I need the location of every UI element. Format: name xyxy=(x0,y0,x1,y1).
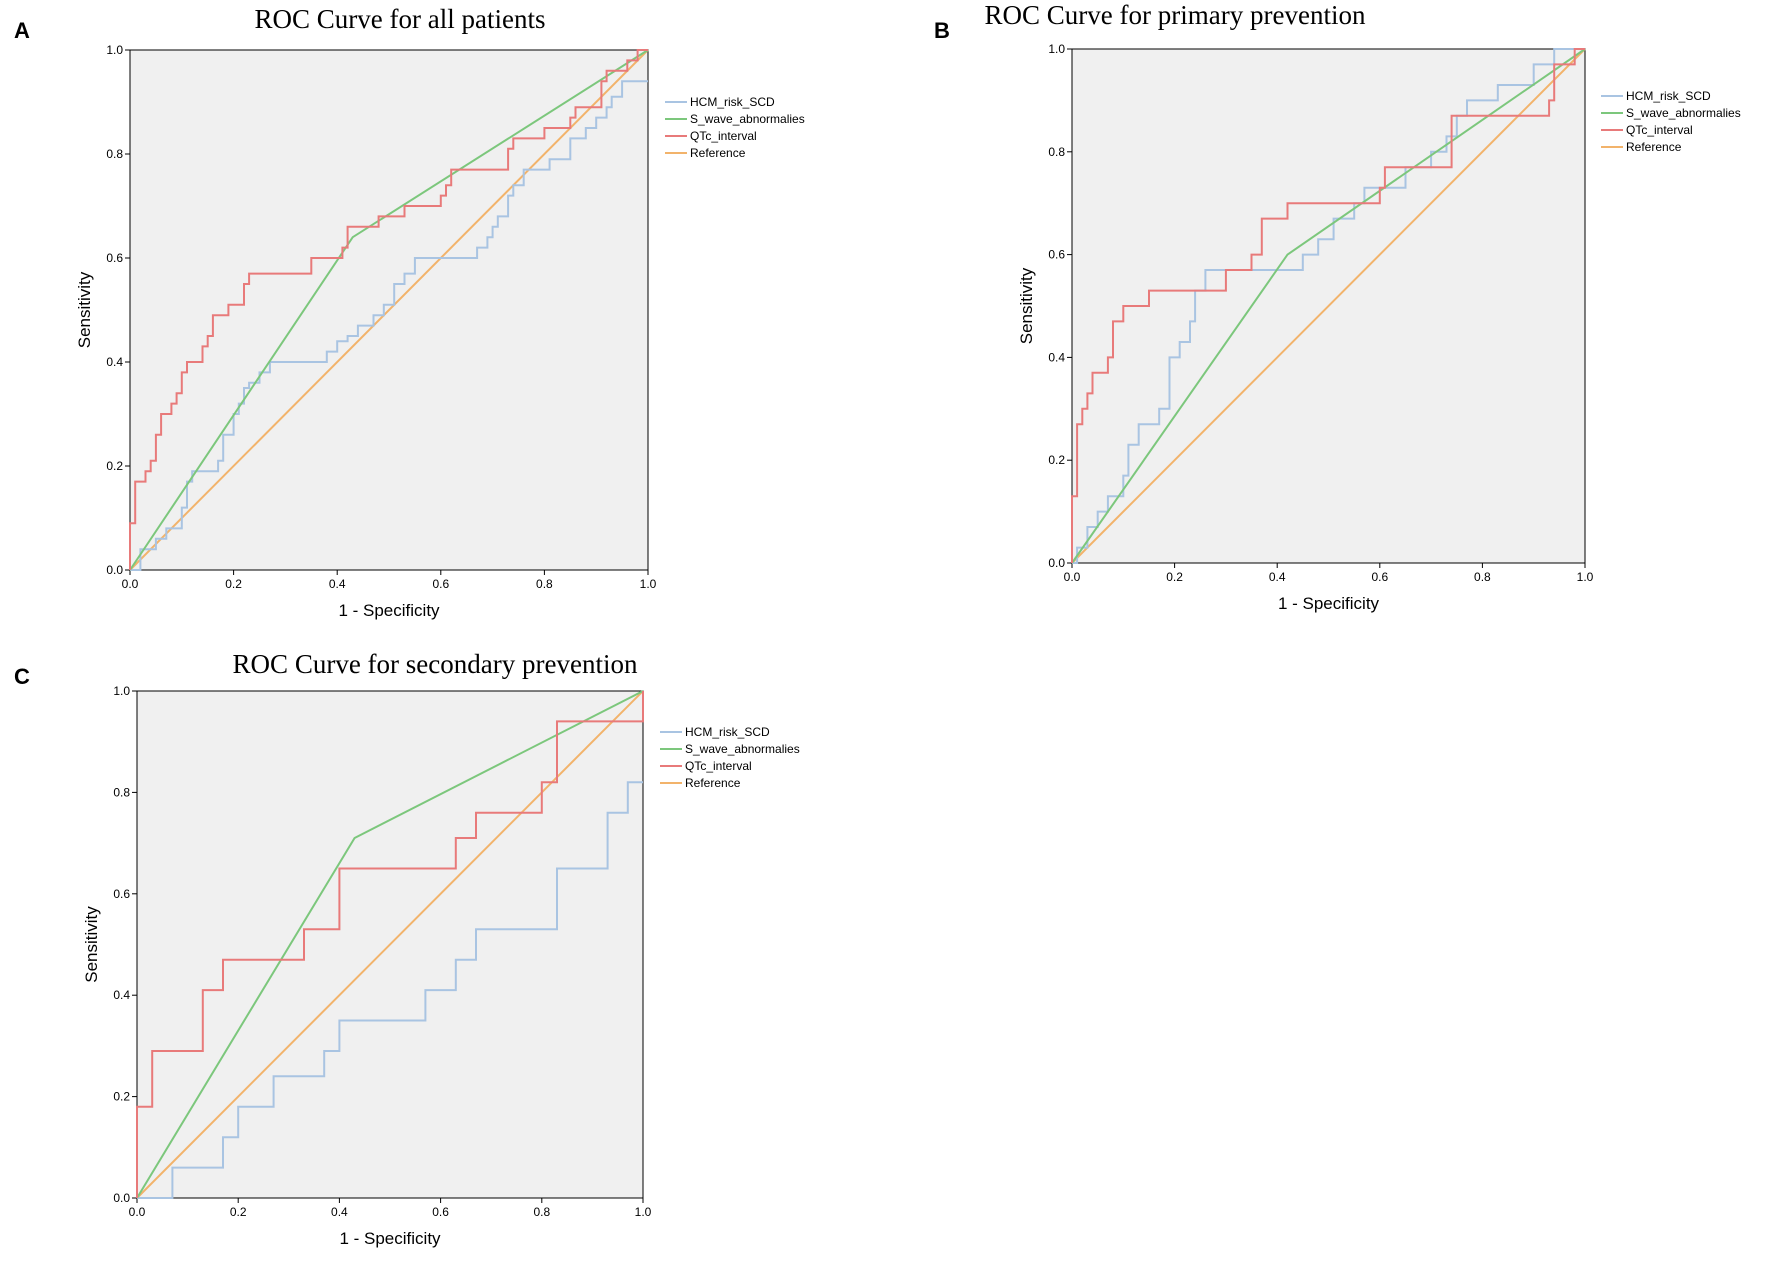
panel-a-title: ROC Curve for all patients xyxy=(255,4,546,34)
panel-b-title: ROC Curve for primary prevention xyxy=(985,0,1366,30)
panel-a-letter: A xyxy=(14,18,30,43)
panel-c-x-tick-label: 0.6 xyxy=(432,1205,449,1219)
panel-b-series-reference xyxy=(1071,48,1586,564)
panel-b-x-tick-label: 0.6 xyxy=(1371,570,1388,584)
panel-b-x-tick-label: 0.2 xyxy=(1166,570,1183,584)
panel-c-y-tick-label: 0.2 xyxy=(113,1090,130,1104)
panel-c-letter: C xyxy=(14,664,30,689)
panel-a-x-tick-label: 0.8 xyxy=(536,577,553,591)
panel-a-x-tick-label: 0.4 xyxy=(329,577,346,591)
panel-c-x-tick-label: 0.0 xyxy=(129,1205,146,1219)
panel-b-legend-label: QTc_interval xyxy=(1626,123,1693,137)
panel-c-y-axis-label: Sensitivity xyxy=(82,906,101,983)
panel-c-x-tick-label: 0.4 xyxy=(331,1205,348,1219)
panel-c-legend-label: HCM_risk_SCD xyxy=(685,725,770,739)
panel-c-x-tick-label: 1.0 xyxy=(635,1205,652,1219)
panel-c-title: ROC Curve for secondary prevention xyxy=(233,649,638,679)
panel-c-y-tick-label: 0.8 xyxy=(113,785,130,799)
panel-a-x-tick-label: 0.0 xyxy=(122,577,139,591)
panel-a-series-qtc-interval xyxy=(129,49,648,570)
panel-a-series-hcm-risk-scd xyxy=(130,80,648,571)
panel-c-y-tick-label: 0.6 xyxy=(113,887,130,901)
panel-a-y-tick-label: 0.6 xyxy=(106,251,123,265)
panel-c-series-hcm-risk-scd xyxy=(137,781,643,1199)
panel-a-legend-label: Reference xyxy=(690,146,746,160)
panel-a-x-axis-label: 1 - Specificity xyxy=(338,601,440,620)
panel-b-y-tick-label: 0.8 xyxy=(1048,145,1065,159)
panel-b-y-tick-label: 0.2 xyxy=(1048,453,1065,467)
panel-c-x-tick-label: 0.8 xyxy=(533,1205,550,1219)
panel-c-x-axis-label: 1 - Specificity xyxy=(339,1229,441,1248)
panel-b-letter: B xyxy=(934,18,950,43)
panel-b-legend-label: HCM_risk_SCD xyxy=(1626,89,1711,103)
panel-c-y-tick-label: 0.4 xyxy=(113,988,130,1002)
panel-b-y-tick-label: 0.0 xyxy=(1048,556,1065,570)
panel-b-series-s-wave-abnormalies xyxy=(1071,48,1586,564)
panel-a-x-tick-label: 0.2 xyxy=(225,577,242,591)
panel-a-legend-label: QTc_interval xyxy=(690,129,757,143)
panel-c-legend-label: S_wave_abnormalies xyxy=(685,742,800,756)
panel-b-x-tick-label: 0.4 xyxy=(1269,570,1286,584)
panel-b-x-tick-label: 0.0 xyxy=(1064,570,1081,584)
panel-a-x-tick-label: 0.6 xyxy=(432,577,449,591)
panel-c-legend-label: QTc_interval xyxy=(685,759,752,773)
panel-a-x-tick-label: 1.0 xyxy=(640,577,657,591)
panel-c-y-tick-label: 0.0 xyxy=(113,1191,130,1205)
panel-b-legend-label: S_wave_abnormalies xyxy=(1626,106,1741,120)
panel-b-x-tick-label: 0.8 xyxy=(1474,570,1491,584)
panel-b-x-axis-label: 1 - Specificity xyxy=(1278,594,1380,613)
panel-a: A ROC Curve for all patients 0.0 0.2 0.4 0.… xyxy=(14,4,805,620)
panel-c-legend-label: Reference xyxy=(685,776,741,790)
panel-c-series-s-wave-abnormalies xyxy=(136,690,644,1199)
panel-b: B ROC Curve for primary prevention 0.0 0.… xyxy=(934,0,1741,613)
panel-a-y-axis-label: Sensitivity xyxy=(75,271,94,348)
panel-b-y-tick-label: 1.0 xyxy=(1048,42,1065,56)
panel-a-y-tick-label: 0.2 xyxy=(106,459,123,473)
panel-a-series-s-wave-abnormalies xyxy=(129,49,649,571)
panel-a-series-reference xyxy=(129,49,649,571)
panel-a-y-tick-label: 0.8 xyxy=(106,147,123,161)
panel-b-y-tick-label: 0.4 xyxy=(1048,350,1065,364)
panel-a-legend-label: HCM_risk_SCD xyxy=(690,95,775,109)
panel-b-y-tick-label: 0.6 xyxy=(1048,248,1065,262)
panel-c-series-reference xyxy=(136,690,644,1199)
panel-b-legend-label: Reference xyxy=(1626,140,1682,154)
panel-a-y-tick-label: 1.0 xyxy=(106,43,123,57)
panel-b-x-tick-label: 1.0 xyxy=(1577,570,1594,584)
panel-a-y-tick-label: 0.0 xyxy=(106,563,123,577)
panel-c-x-tick-label: 0.2 xyxy=(230,1205,247,1219)
panel-a-y-tick-label: 0.4 xyxy=(106,355,123,369)
panel-c: C ROC Curve for secondary prevention 0.0… xyxy=(14,649,800,1248)
panel-a-legend-label: S_wave_abnormalies xyxy=(690,112,805,126)
panel-c-y-tick-label: 1.0 xyxy=(113,684,130,698)
panel-b-y-axis-label: Sensitivity xyxy=(1017,267,1036,344)
panel-c-series-qtc-interval xyxy=(136,691,644,1198)
panel-b-series-qtc-interval xyxy=(1071,48,1585,563)
